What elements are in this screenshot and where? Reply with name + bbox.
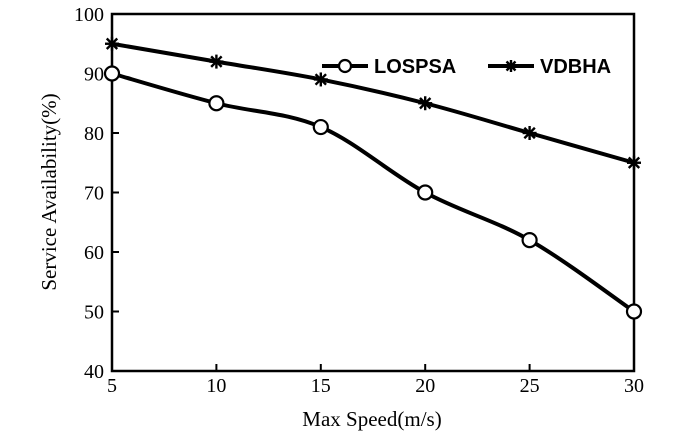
- star-marker-stroke: [314, 73, 327, 86]
- x-tick-label: 10: [206, 375, 226, 397]
- y-tick-label: 100: [74, 4, 104, 26]
- x-tick-label: 20: [415, 375, 435, 397]
- star-marker-stroke: [523, 126, 536, 140]
- series-layer: [103, 36, 643, 320]
- x-tick-label: 30: [624, 375, 644, 397]
- data-point-vdbha: [209, 54, 224, 69]
- x-tick-label: 25: [520, 375, 540, 397]
- data-point-vdbha: [418, 96, 433, 111]
- legend-marker-lospsa: [337, 58, 353, 74]
- data-point-lospsa: [312, 118, 329, 136]
- data-point-lospsa: [208, 95, 225, 112]
- y-tick-label: 80: [84, 123, 104, 145]
- data-point-lospsa: [103, 65, 121, 82]
- data-point-vdbha: [105, 36, 119, 51]
- star-marker-stroke: [505, 60, 517, 72]
- y-tick-label: 50: [84, 302, 104, 324]
- y-axis-title: Service Availability(%): [37, 93, 61, 290]
- data-point-vdbha: [522, 126, 537, 140]
- y-tick-label: 40: [84, 361, 104, 383]
- axes: 5 10 15 20 25 30 40 50 60 70 80 90 100: [74, 4, 644, 397]
- y-tick-label: 70: [84, 183, 104, 205]
- legend-item-lospsa: LOSPSA: [322, 56, 456, 78]
- data-point-lospsa: [625, 303, 643, 320]
- data-point-vdbha: [627, 155, 641, 170]
- data-point-vdbha: [313, 72, 328, 87]
- series-lospsa-line: [111, 71, 636, 314]
- y-tick-label: 60: [84, 242, 104, 264]
- series-lospsa: [103, 65, 643, 320]
- star-marker-stroke: [105, 37, 119, 50]
- x-tick-label: 5: [107, 375, 117, 397]
- x-tick-label: 15: [311, 375, 331, 397]
- data-point-lospsa: [521, 232, 538, 249]
- star-marker-stroke: [419, 97, 432, 110]
- legend-item-vdbha: VDBHA: [488, 56, 611, 78]
- series-vdbha: [105, 36, 641, 170]
- legend: LOSPSA VDBHA: [322, 56, 611, 78]
- series-vdbha-line: [111, 41, 635, 165]
- y-tick-label: 90: [84, 64, 104, 86]
- x-axis-title: Max Speed(m/s): [302, 407, 441, 431]
- legend-label-vdbha: VDBHA: [540, 56, 611, 78]
- star-marker-stroke: [627, 156, 641, 169]
- legend-label-lospsa: LOSPSA: [374, 56, 456, 78]
- star-marker-stroke: [210, 55, 223, 68]
- data-point-lospsa: [417, 184, 434, 201]
- legend-marker-vdbha: [505, 60, 517, 72]
